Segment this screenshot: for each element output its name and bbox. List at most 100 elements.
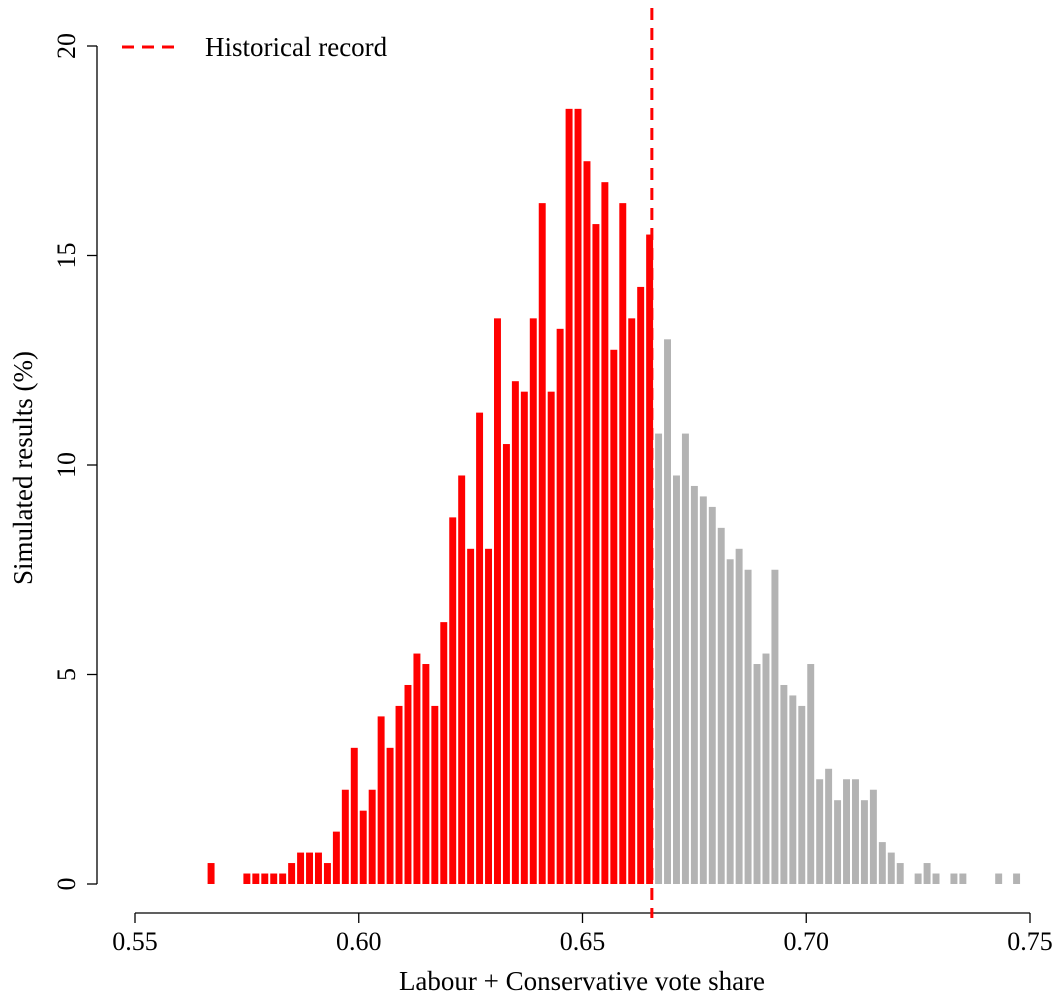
- histogram-bar-1-14: [780, 684, 788, 884]
- histogram-bar-1-4: [690, 485, 698, 884]
- histogram-bar-0-44: [628, 318, 636, 885]
- histogram-bar-1-12: [762, 653, 770, 884]
- legend: Historical record: [122, 32, 388, 62]
- histogram-bar-0-33: [529, 318, 537, 885]
- histogram-bar-1-11: [753, 664, 761, 884]
- histogram-bar-1-7: [717, 527, 725, 884]
- y-tick-label: 20: [52, 33, 81, 59]
- histogram-bar-1-9: [735, 548, 743, 884]
- histogram-bar-0-3: [261, 873, 269, 884]
- y-axis-title: Simulated results (%): [8, 351, 38, 585]
- histogram-bar-0-27: [476, 412, 484, 885]
- histogram-bar-1-0: [655, 433, 663, 884]
- histogram-bar-0-17: [386, 747, 394, 884]
- histogram-bar-0-30: [502, 444, 510, 884]
- y-axis: 0 5 10 15 20: [52, 33, 98, 891]
- histogram-bar-1-29: [923, 863, 931, 884]
- legend-label-historical-record: Historical record: [205, 32, 388, 62]
- histogram-bar-0-1: [243, 873, 251, 884]
- histogram-bar-1-30: [932, 873, 940, 884]
- histogram-bar-0-19: [404, 684, 412, 884]
- histogram-bar-1-34: [1013, 873, 1021, 884]
- histogram-bar-1-31: [950, 873, 958, 884]
- histogram-bar-1-16: [798, 705, 806, 884]
- histogram-bar-0-14: [359, 810, 367, 884]
- histogram-bar-0-16: [377, 716, 385, 884]
- histogram-bar-1-25: [878, 842, 886, 884]
- histogram-bar-1-22: [852, 779, 859, 884]
- histogram-bar-0-5: [279, 873, 287, 884]
- histogram-bar-0-34: [538, 203, 546, 885]
- histogram-bar-0-4: [270, 873, 278, 884]
- histogram-bar-0-20: [413, 653, 421, 884]
- histogram-bar-1-21: [843, 779, 850, 884]
- histogram-bar-0-32: [520, 391, 528, 884]
- histogram-bar-0-10: [323, 863, 331, 884]
- x-tick-label: 0.70: [784, 927, 830, 956]
- histogram-bar-0-23: [440, 622, 448, 885]
- histogram-bar-1-15: [789, 695, 797, 884]
- histogram-bar-0-2: [252, 873, 260, 884]
- histogram-bar-0-36: [556, 328, 564, 885]
- histogram-bar-0-39: [583, 161, 591, 885]
- histogram-bar-1-3: [681, 433, 689, 884]
- y-tick-label: 15: [52, 243, 81, 269]
- histogram-bar-0-18: [395, 705, 403, 884]
- histogram-bar-0-22: [431, 705, 439, 884]
- histogram-bar-0-37: [565, 108, 573, 885]
- histogram-bar-1-27: [896, 863, 904, 884]
- histogram-bar-1-6: [708, 506, 716, 884]
- histogram-bar-1-19: [825, 768, 833, 884]
- histogram-bar-0-45: [637, 286, 645, 884]
- histogram-bar-1-8: [726, 559, 734, 884]
- histogram-bar-1-5: [699, 496, 707, 884]
- histogram-bar-0-7: [297, 852, 305, 884]
- histogram-bar-1-26: [887, 852, 895, 884]
- histogram-bar-1-32: [959, 873, 967, 884]
- histogram-bar-0-0: [207, 863, 215, 884]
- histogram-bar-0-41: [601, 182, 609, 885]
- x-axis-title: Labour + Conservative vote share: [399, 966, 765, 996]
- histogram-bar-1-18: [816, 779, 824, 884]
- histogram-bar-1-1: [664, 339, 671, 884]
- x-tick-label: 0.75: [1007, 927, 1053, 956]
- histogram-bar-0-25: [458, 475, 466, 884]
- histogram-bar-0-8: [306, 852, 313, 884]
- histogram-bar-0-11: [332, 831, 340, 885]
- histogram-bar-0-6: [288, 863, 296, 884]
- histogram-bar-0-46: [646, 234, 654, 885]
- histogram-bar-0-31: [511, 381, 519, 884]
- histogram-bar-0-9: [315, 852, 322, 884]
- histogram-bar-0-35: [547, 391, 555, 884]
- x-axis: 0.55 0.60 0.65 0.70 0.75: [112, 912, 1053, 956]
- y-tick-label: 0: [52, 878, 81, 891]
- x-tick-label: 0.65: [560, 927, 606, 956]
- histogram-bar-0-43: [619, 203, 627, 885]
- histogram-bar-1-28: [914, 873, 922, 884]
- x-tick-label: 0.55: [112, 927, 158, 956]
- histogram-bar-0-40: [592, 224, 600, 884]
- histogram-bar-1-17: [807, 664, 815, 884]
- histogram-bar-0-12: [341, 789, 349, 884]
- histogram-bar-0-21: [422, 664, 430, 884]
- y-tick-label: 10: [52, 452, 81, 478]
- histogram-bar-1-20: [834, 800, 842, 884]
- histogram-bar-0-15: [368, 789, 376, 884]
- histogram-bar-1-24: [869, 789, 877, 884]
- histogram-bar-0-28: [485, 548, 492, 884]
- histogram-bar-0-38: [574, 108, 582, 885]
- histogram-bar-1-33: [995, 873, 1003, 884]
- histogram-bar-0-13: [350, 747, 358, 884]
- histogram-bar-1-13: [771, 569, 779, 884]
- histogram-bar-0-29: [494, 318, 501, 885]
- histogram-bars: [207, 108, 1021, 885]
- y-tick-label: 5: [52, 668, 81, 681]
- histogram-bar-0-24: [449, 517, 457, 885]
- histogram-bar-0-26: [467, 548, 475, 884]
- histogram-bar-0-42: [610, 349, 618, 884]
- histogram-bar-1-10: [744, 569, 752, 884]
- histogram-bar-1-23: [860, 800, 868, 884]
- x-tick-label: 0.60: [336, 927, 382, 956]
- histogram-bar-1-2: [673, 475, 680, 884]
